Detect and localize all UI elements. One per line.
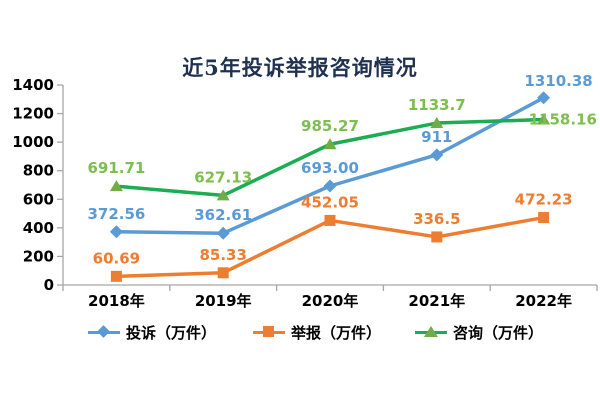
data-point-triangle — [537, 113, 551, 125]
data-point-square — [217, 267, 229, 279]
y-axis-label: 1400 — [12, 76, 54, 94]
data-label: 693.00 — [301, 159, 359, 177]
data-label: 85.33 — [199, 246, 246, 264]
data-point-triangle — [216, 189, 230, 201]
data-label: 372.56 — [87, 205, 145, 223]
y-axis-label: 600 — [23, 190, 54, 208]
x-axis-label: 2019年 — [195, 292, 252, 310]
data-point-diamond — [323, 179, 337, 193]
y-axis-label: 400 — [23, 219, 54, 237]
data-label: 472.23 — [515, 191, 573, 209]
data-point-triangle — [430, 117, 444, 129]
x-axis-label: 2020年 — [302, 292, 359, 310]
x-axis-label: 2018年 — [88, 292, 145, 310]
data-label: 362.61 — [194, 206, 252, 224]
legend-label-reports: 举报（万件） — [291, 323, 382, 342]
data-label: 1158.16 — [529, 111, 597, 129]
data-label: 1310.38 — [524, 72, 592, 90]
data-point-square — [431, 231, 443, 243]
legend-item-complaints: 投诉（万件） — [88, 322, 216, 342]
legend-label-complaints: 投诉（万件） — [126, 323, 217, 342]
x-axis-label: 2021年 — [408, 292, 465, 310]
y-axis-label: 0 — [44, 276, 54, 294]
legend-item-reports: 举报（万件） — [253, 322, 381, 342]
data-point-square — [538, 212, 550, 224]
data-point-square — [324, 214, 336, 226]
data-point-triangle — [323, 138, 337, 150]
data-label: 985.27 — [301, 117, 359, 135]
chart-title: 近5年投诉举报咨询情况 — [182, 55, 418, 80]
data-label: 911 — [421, 128, 452, 146]
series-line-1 — [114, 215, 546, 279]
legend-label-consultations: 咨询（万件） — [453, 323, 544, 342]
data-label: 452.05 — [301, 193, 359, 211]
data-point-diamond — [430, 148, 444, 162]
data-label: 627.13 — [194, 168, 252, 186]
data-point-triangle — [109, 180, 123, 192]
data-point-diamond — [537, 91, 551, 105]
y-axis-label: 1200 — [12, 105, 54, 123]
data-label: 1133.7 — [408, 96, 466, 114]
y-axis-label: 800 — [23, 162, 54, 180]
data-point-diamond — [109, 225, 123, 239]
y-axis-label: 200 — [23, 247, 54, 265]
legend-item-consultations: 咨询（万件） — [415, 322, 543, 342]
data-label: 336.5 — [413, 210, 460, 228]
legend-marker-square-icon — [253, 322, 285, 342]
data-label: 691.71 — [87, 159, 145, 177]
data-label: 60.69 — [93, 249, 140, 267]
y-axis-label: 1000 — [12, 133, 54, 151]
data-point-square — [110, 270, 122, 282]
legend-marker-triangle-icon — [415, 322, 447, 342]
legend: 投诉（万件） 举报（万件） 咨询（万件） — [0, 322, 600, 344]
x-axis-label: 2022年 — [515, 292, 572, 310]
legend-marker-diamond-icon — [88, 322, 120, 342]
data-point-diamond — [216, 226, 230, 240]
